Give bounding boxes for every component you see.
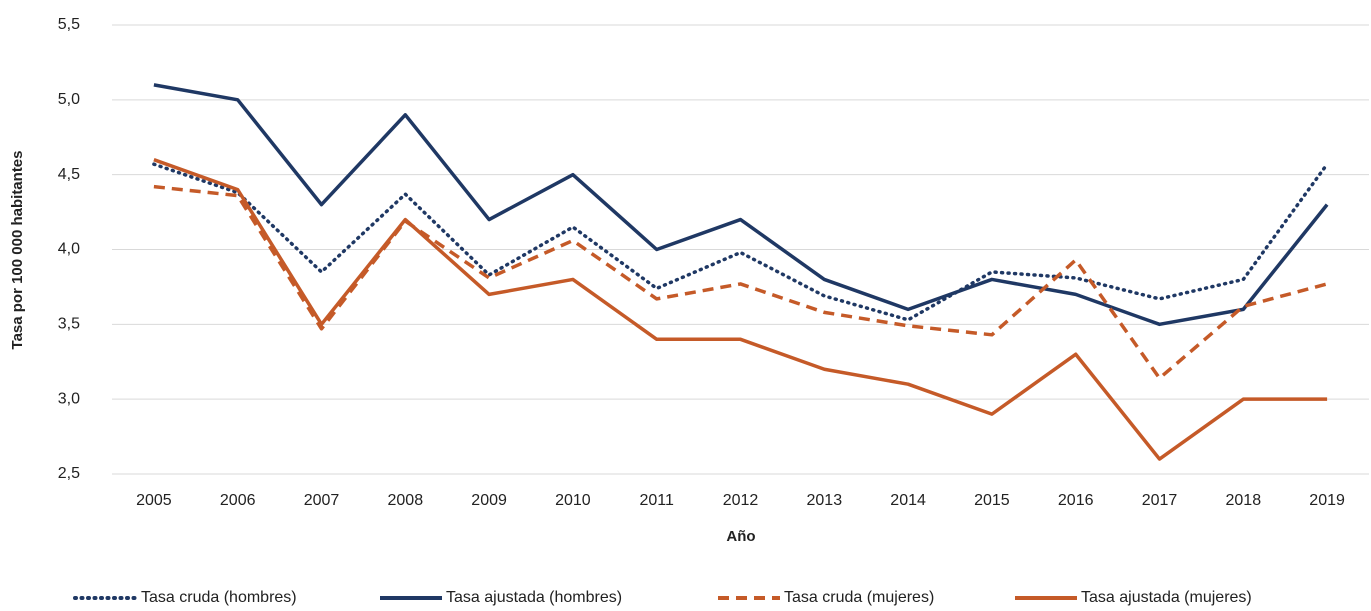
x-tick-label: 2019: [1309, 492, 1345, 509]
x-tick-label: 2015: [974, 492, 1010, 509]
x-tick-label: 2014: [890, 492, 926, 509]
y-tick-label: 4,0: [58, 241, 80, 258]
x-tick-label: 2008: [388, 492, 424, 509]
y-tick-label: 5,5: [58, 16, 80, 33]
legend-label: Tasa cruda (hombres): [141, 589, 297, 606]
x-tick-label: 2011: [639, 492, 674, 509]
y-tick-label: 3,0: [58, 390, 80, 407]
y-tick-label: 2,5: [58, 465, 80, 482]
x-tick-label: 2005: [136, 492, 172, 509]
line: [152, 162, 1329, 322]
legend-label: Tasa cruda (mujeres): [784, 589, 934, 606]
y-tick-label: 3,5: [58, 316, 80, 333]
x-tick-label: 2006: [220, 492, 256, 509]
legend-label: Tasa ajustada (hombres): [446, 589, 622, 606]
legend-label: Tasa ajustada (mujeres): [1081, 589, 1252, 606]
x-tick-label: 2010: [555, 492, 591, 509]
x-tick-label: 2009: [471, 492, 507, 509]
x-axis-label: Año: [726, 528, 755, 545]
x-tick-label: 2018: [1226, 492, 1262, 509]
x-tick-label: 2017: [1142, 492, 1178, 509]
line: [153, 83, 1329, 327]
x-tick-label: 2007: [304, 492, 340, 509]
y-tick-label: 5,0: [58, 91, 80, 108]
x-tick-label: 2012: [723, 492, 759, 509]
x-tick-label: 2016: [1058, 492, 1094, 509]
x-tick-label: 2013: [807, 492, 843, 509]
y-axis-label: Tasa por 100 000 habitantes: [9, 151, 26, 350]
line: [153, 184, 1328, 380]
y-tick-label: 4,5: [58, 166, 80, 183]
line: [153, 158, 1328, 461]
